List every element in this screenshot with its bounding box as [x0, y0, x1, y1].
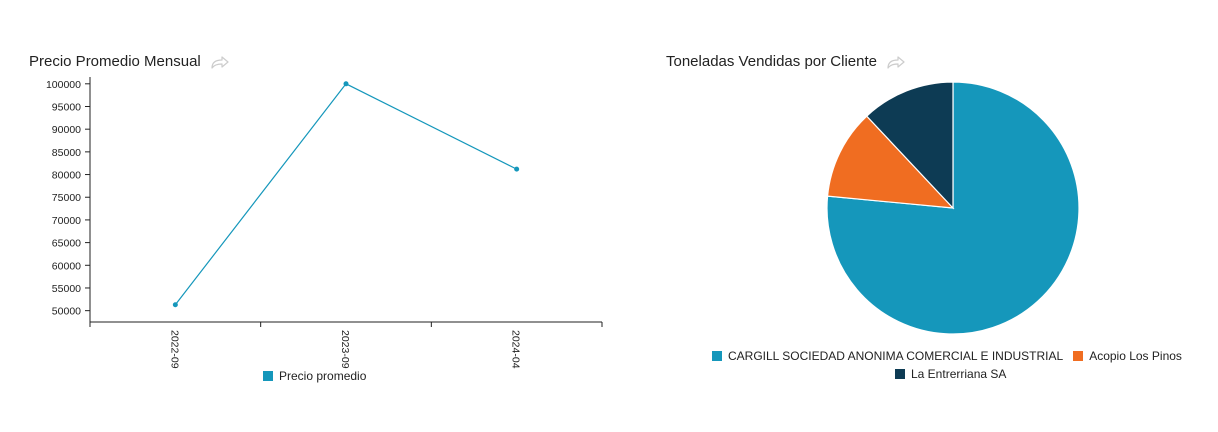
- legend-swatch: [895, 369, 905, 379]
- pie-chart-title-row: Toneladas Vendidas por Cliente: [666, 53, 906, 70]
- legend-label: Acopio Los Pinos: [1089, 349, 1182, 363]
- y-tick-label: 100000: [46, 79, 81, 91]
- x-tick-label: 2023-09: [339, 330, 351, 369]
- legend-item-cargill[interactable]: CARGILL SOCIEDAD ANONIMA COMERCIAL E IND…: [712, 349, 1063, 363]
- line-chart-legend: Precio promedio: [263, 369, 376, 383]
- y-tick-label: 75000: [52, 192, 81, 204]
- y-tick-label: 80000: [52, 170, 81, 182]
- line-chart-title-row: Precio Promedio Mensual: [29, 53, 230, 70]
- pie-chart-title: Toneladas Vendidas por Cliente: [666, 53, 877, 70]
- legend-swatch: [1073, 351, 1084, 361]
- pie-legend-row-2: La Entrerriana SA: [895, 367, 1016, 381]
- x-tick-label: 2022-09: [168, 330, 180, 369]
- line-chart-panel: Precio Promedio Mensual 50000 55000 60000 6…: [29, 53, 603, 383]
- y-tick-label: 90000: [52, 124, 81, 136]
- line-chart-title: Precio Promedio Mensual: [29, 53, 201, 70]
- legend-swatch: [263, 371, 273, 381]
- pie-slice[interactable]: [865, 81, 954, 210]
- pie-chart-svg: [826, 81, 1080, 335]
- share-arrow-icon[interactable]: [210, 55, 230, 69]
- pie-legend-row-1: CARGILL SOCIEDAD ANONIMA COMERCIAL E IND…: [712, 349, 1192, 363]
- legend-label: Precio promedio: [279, 369, 367, 383]
- y-tick-label: 85000: [52, 147, 81, 159]
- y-tick-label: 70000: [52, 215, 81, 227]
- pie-slice[interactable]: [826, 115, 955, 209]
- line-chart-svg: 50000 55000 60000 65000 70000 75000 80000 85000…: [46, 77, 603, 369]
- legend-label: CARGILL SOCIEDAD ANONIMA COMERCIAL E IND…: [728, 349, 1064, 363]
- y-tick-label: 50000: [52, 306, 81, 318]
- legend-swatch: [712, 351, 722, 361]
- data-point[interactable]: [172, 302, 178, 308]
- legend-item-acopio-los-pinos[interactable]: Acopio Los Pinos: [1073, 349, 1182, 363]
- y-tick-label: 60000: [52, 260, 81, 272]
- legend-item-la-entrerriana[interactable]: La Entrerriana SA: [895, 367, 1006, 381]
- data-point[interactable]: [343, 81, 349, 87]
- y-tick-label: 55000: [52, 283, 81, 295]
- y-tick-label: 95000: [52, 101, 81, 113]
- series-line: [174, 83, 517, 306]
- legend-label: La Entrerriana SA: [911, 367, 1007, 381]
- data-point[interactable]: [514, 166, 520, 172]
- y-tick-label: 65000: [52, 238, 81, 250]
- pie-chart-panel: Toneladas Vendidas por Cliente CARGILL S…: [630, 0, 1218, 432]
- x-tick-label: 2024-04: [510, 330, 522, 369]
- share-arrow-icon[interactable]: [886, 55, 906, 69]
- legend-item-precio-promedio[interactable]: Precio promedio: [263, 369, 366, 383]
